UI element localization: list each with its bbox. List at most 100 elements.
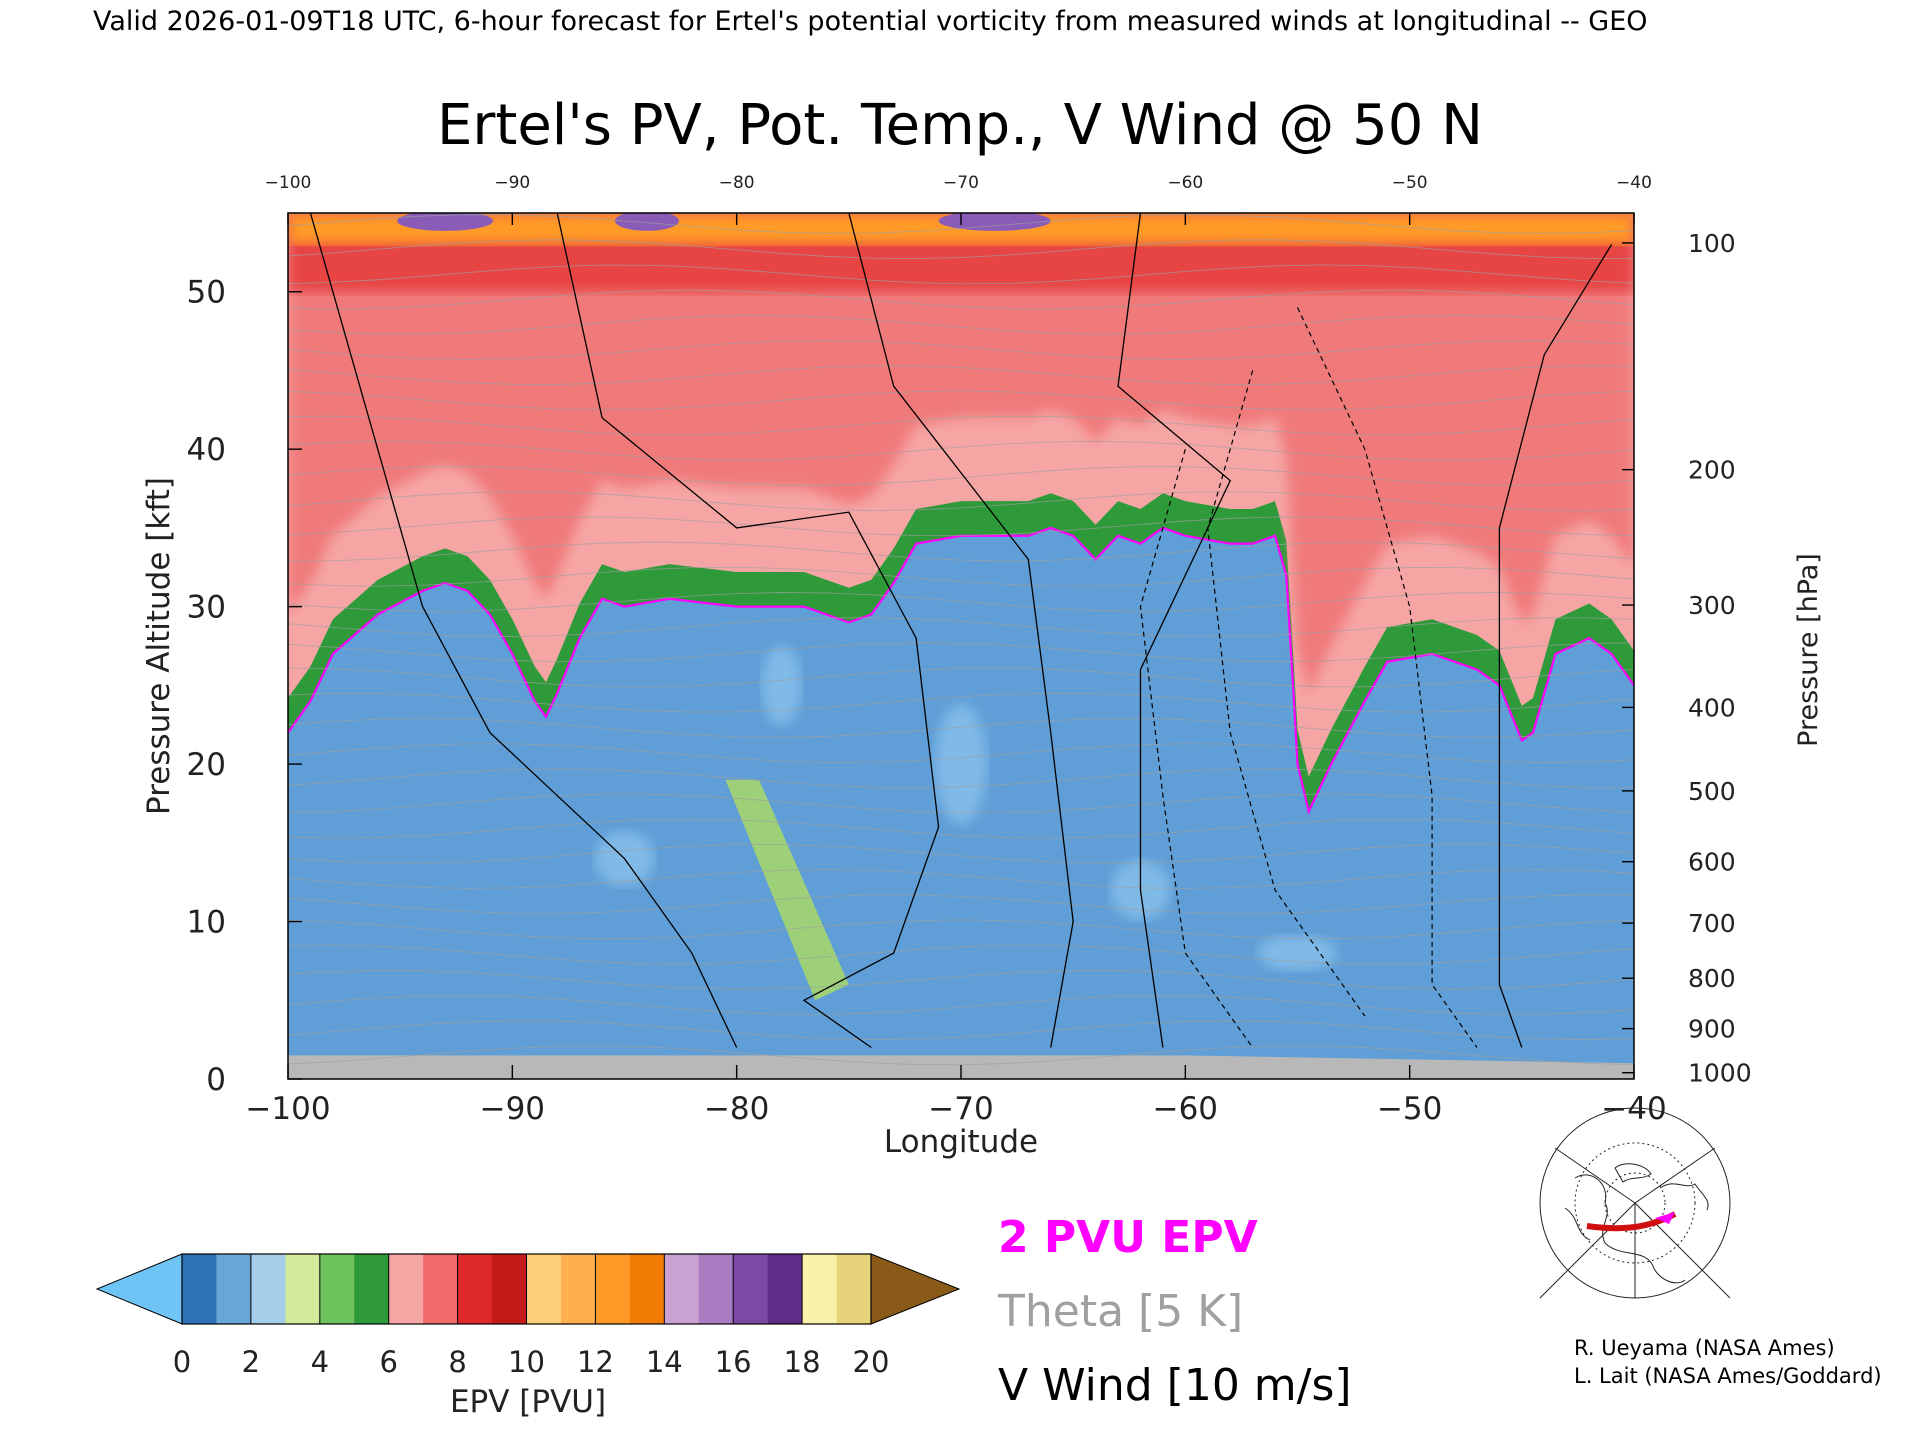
y2-tick-label: 400 [1688,693,1736,722]
theta-contour [288,692,1634,713]
colorbar-frame [181,1253,872,1325]
colorbar-segment [836,1254,872,1324]
y2-tick-label: 500 [1688,777,1736,806]
chart-title: Ertel's PV, Pot. Temp., V Wind @ 50 N [437,93,1483,158]
y-axis-label: Pressure Altitude [kft] [141,477,177,815]
colorbar-segment [216,1254,252,1324]
x-tick-label: −90 [480,1091,545,1127]
theta-contour [288,289,1634,310]
y2-tick-label: 600 [1688,848,1736,877]
colorbar-tick-label: 2 [242,1345,260,1379]
colorbar-segment [664,1254,700,1324]
x-axis-label: Longitude [884,1124,1038,1160]
colorbar-segment [354,1254,390,1324]
vwind-contour [1498,244,1613,1048]
colorbar-tick-label: 8 [448,1345,466,1379]
colorbar-segment [250,1254,286,1324]
theta-contour [288,919,1634,940]
x-top-tick-label: −40 [1616,173,1652,193]
theta-contour [288,440,1634,461]
y2-axis-label: Pressure [hPa] [1793,553,1824,747]
x-tick-label: −100 [245,1091,330,1127]
theta-contour [288,617,1634,637]
x-tick-label: −40 [1601,1091,1666,1127]
colorbar-segment [629,1254,665,1324]
theta-contour [288,365,1634,386]
theta-contour [288,969,1634,990]
theta-contour [288,717,1634,738]
theta-contour [288,566,1634,587]
y-tick-label: 50 [187,275,226,311]
theta-contour [288,264,1634,285]
theta-contour [288,743,1634,763]
y2-tick-label: 200 [1688,456,1736,485]
y2-tick-label: 300 [1688,591,1736,620]
colorbar-tick-label: 0 [173,1345,191,1379]
theta-contour [288,667,1634,688]
colorbar-label: EPV [PVU] [450,1384,606,1420]
colorbar-segment [388,1254,424,1324]
theta-contour [288,894,1634,915]
legend: 2 PVU EPV Theta [5 K] V Wind [10 m/s] [997,1212,1352,1411]
colorbar-tick-label: 14 [646,1345,683,1379]
theta-contour [288,642,1634,663]
field-patch-lightblue [1257,935,1338,972]
theta-contour [288,314,1634,335]
vwind-contour-negative [1139,449,1254,1048]
theta-contour [288,768,1634,789]
x-top-tick-label: −50 [1392,173,1428,193]
theta-contour [288,1045,1634,1066]
vwind-contour-negative [1207,370,1366,1017]
legend-vwind: V Wind [10 m/s] [998,1360,1352,1411]
y-tick-label: 40 [187,432,226,468]
colorbar-segment [595,1254,631,1324]
field-patch-lightblue [761,645,802,726]
theta-contour [288,793,1634,814]
plot-area: −100 −100 −90 −90 −80 −80 −70 −70 −60 −60 −50 −50 −4… [187,173,1752,1127]
theta-contour [288,466,1634,486]
contour-layer [288,213,1634,1066]
x-top-tick-label: −90 [494,173,530,193]
colorbar-tick-label: 18 [784,1345,821,1379]
theta-contour [288,541,1634,562]
colorbar-tick-label: 6 [379,1345,397,1379]
colorbar-tick-label: 16 [715,1345,752,1379]
colorbar-segment [802,1254,838,1324]
colorbar-tick-label: 4 [311,1345,329,1379]
y2-tick-label: 700 [1688,909,1736,938]
colorbar-segment [560,1254,596,1324]
y-tick-label: 0 [206,1062,226,1098]
colorbar-tick-label: 10 [508,1345,545,1379]
colorbar-segment [182,1254,217,1324]
theta-contour [288,818,1634,839]
colorbar-segment [733,1254,769,1324]
colorbar-segment [457,1254,493,1324]
x-top-tick-label: −100 [265,173,312,193]
theta-contour [288,843,1634,864]
theta-contour [288,1020,1634,1041]
field-patch-purple [938,213,1051,231]
x-tick-label: −80 [704,1091,769,1127]
y2-tick-label: 800 [1688,964,1736,993]
theta-contour [288,239,1634,260]
field-patch-purple [614,213,679,231]
colorbar-segment [285,1254,321,1324]
theta-contour [288,340,1634,360]
colorbar-segment [319,1254,355,1324]
legend-epv: 2 PVU EPV [998,1212,1258,1263]
credit-line-2: L. Lait (NASA Ames/Goddard) [1574,1364,1882,1388]
colorbar-segment [767,1254,803,1324]
y-tick-label: 10 [187,905,226,941]
theta-contour [288,491,1634,512]
x-top-tick-label: −80 [719,173,755,193]
theta-contour [288,944,1634,965]
axes: −100 −100 −90 −90 −80 −80 −70 −70 −60 −60 −50 −50 −4… [187,173,1752,1127]
x-top-tick-label: −60 [1167,173,1203,193]
colorbar-tick-label: 12 [577,1345,614,1379]
y-tick-label: 30 [187,590,226,626]
y-tick-label: 20 [187,747,226,783]
x-tick-label: −50 [1377,1091,1442,1127]
colorbar-segment [698,1254,734,1324]
vwind-contour [848,213,1074,1048]
